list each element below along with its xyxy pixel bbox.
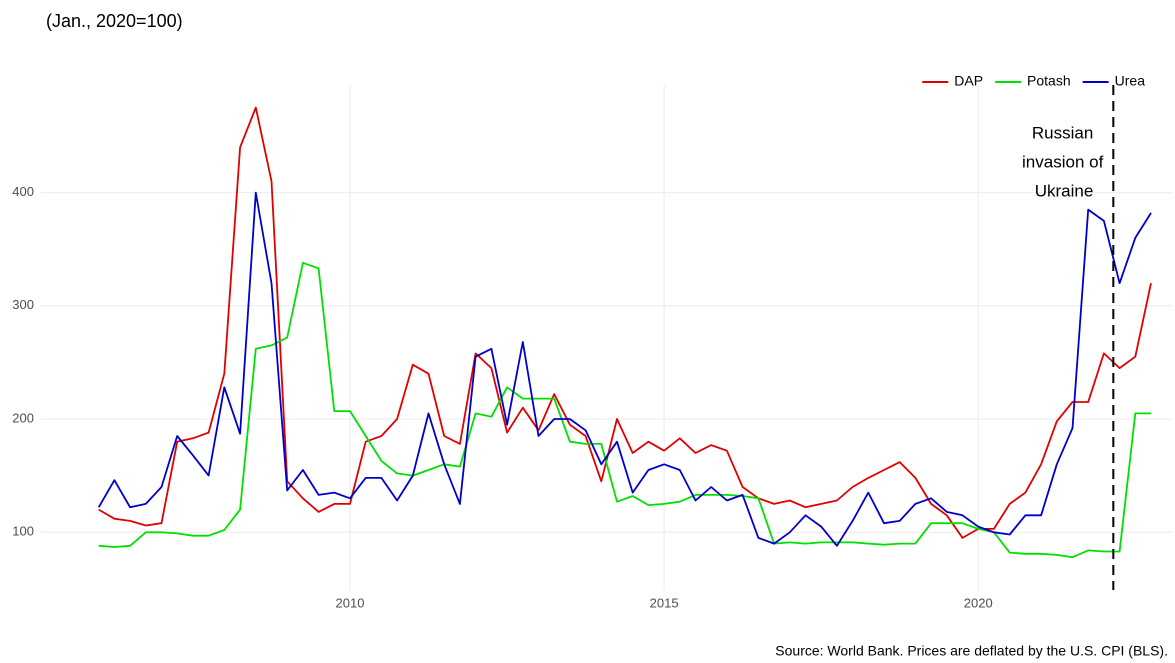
annotation-text: invasion of [1022,152,1104,171]
chart-title: (Jan., 2020=100) [46,11,183,31]
y-tick-label: 400 [12,184,34,199]
line-series [98,261,1151,559]
x-tick-label: 2015 [650,595,679,610]
line-series [98,106,1152,539]
x-tick-label: 2010 [336,595,365,610]
legend-label: Potash [1027,73,1071,89]
y-tick-label: 300 [12,297,34,312]
x-tick-label: 2020 [964,595,993,610]
y-tick-label: 200 [12,410,34,425]
annotation-text: Ukraine [1035,181,1094,200]
legend-label: DAP [954,73,983,89]
line-series [97,191,1152,547]
legend-label: Urea [1115,73,1146,89]
source-note: Source: World Bank. Prices are deflated … [775,643,1168,659]
y-tick-label: 100 [12,524,34,539]
annotation-text: Russian [1032,123,1093,142]
